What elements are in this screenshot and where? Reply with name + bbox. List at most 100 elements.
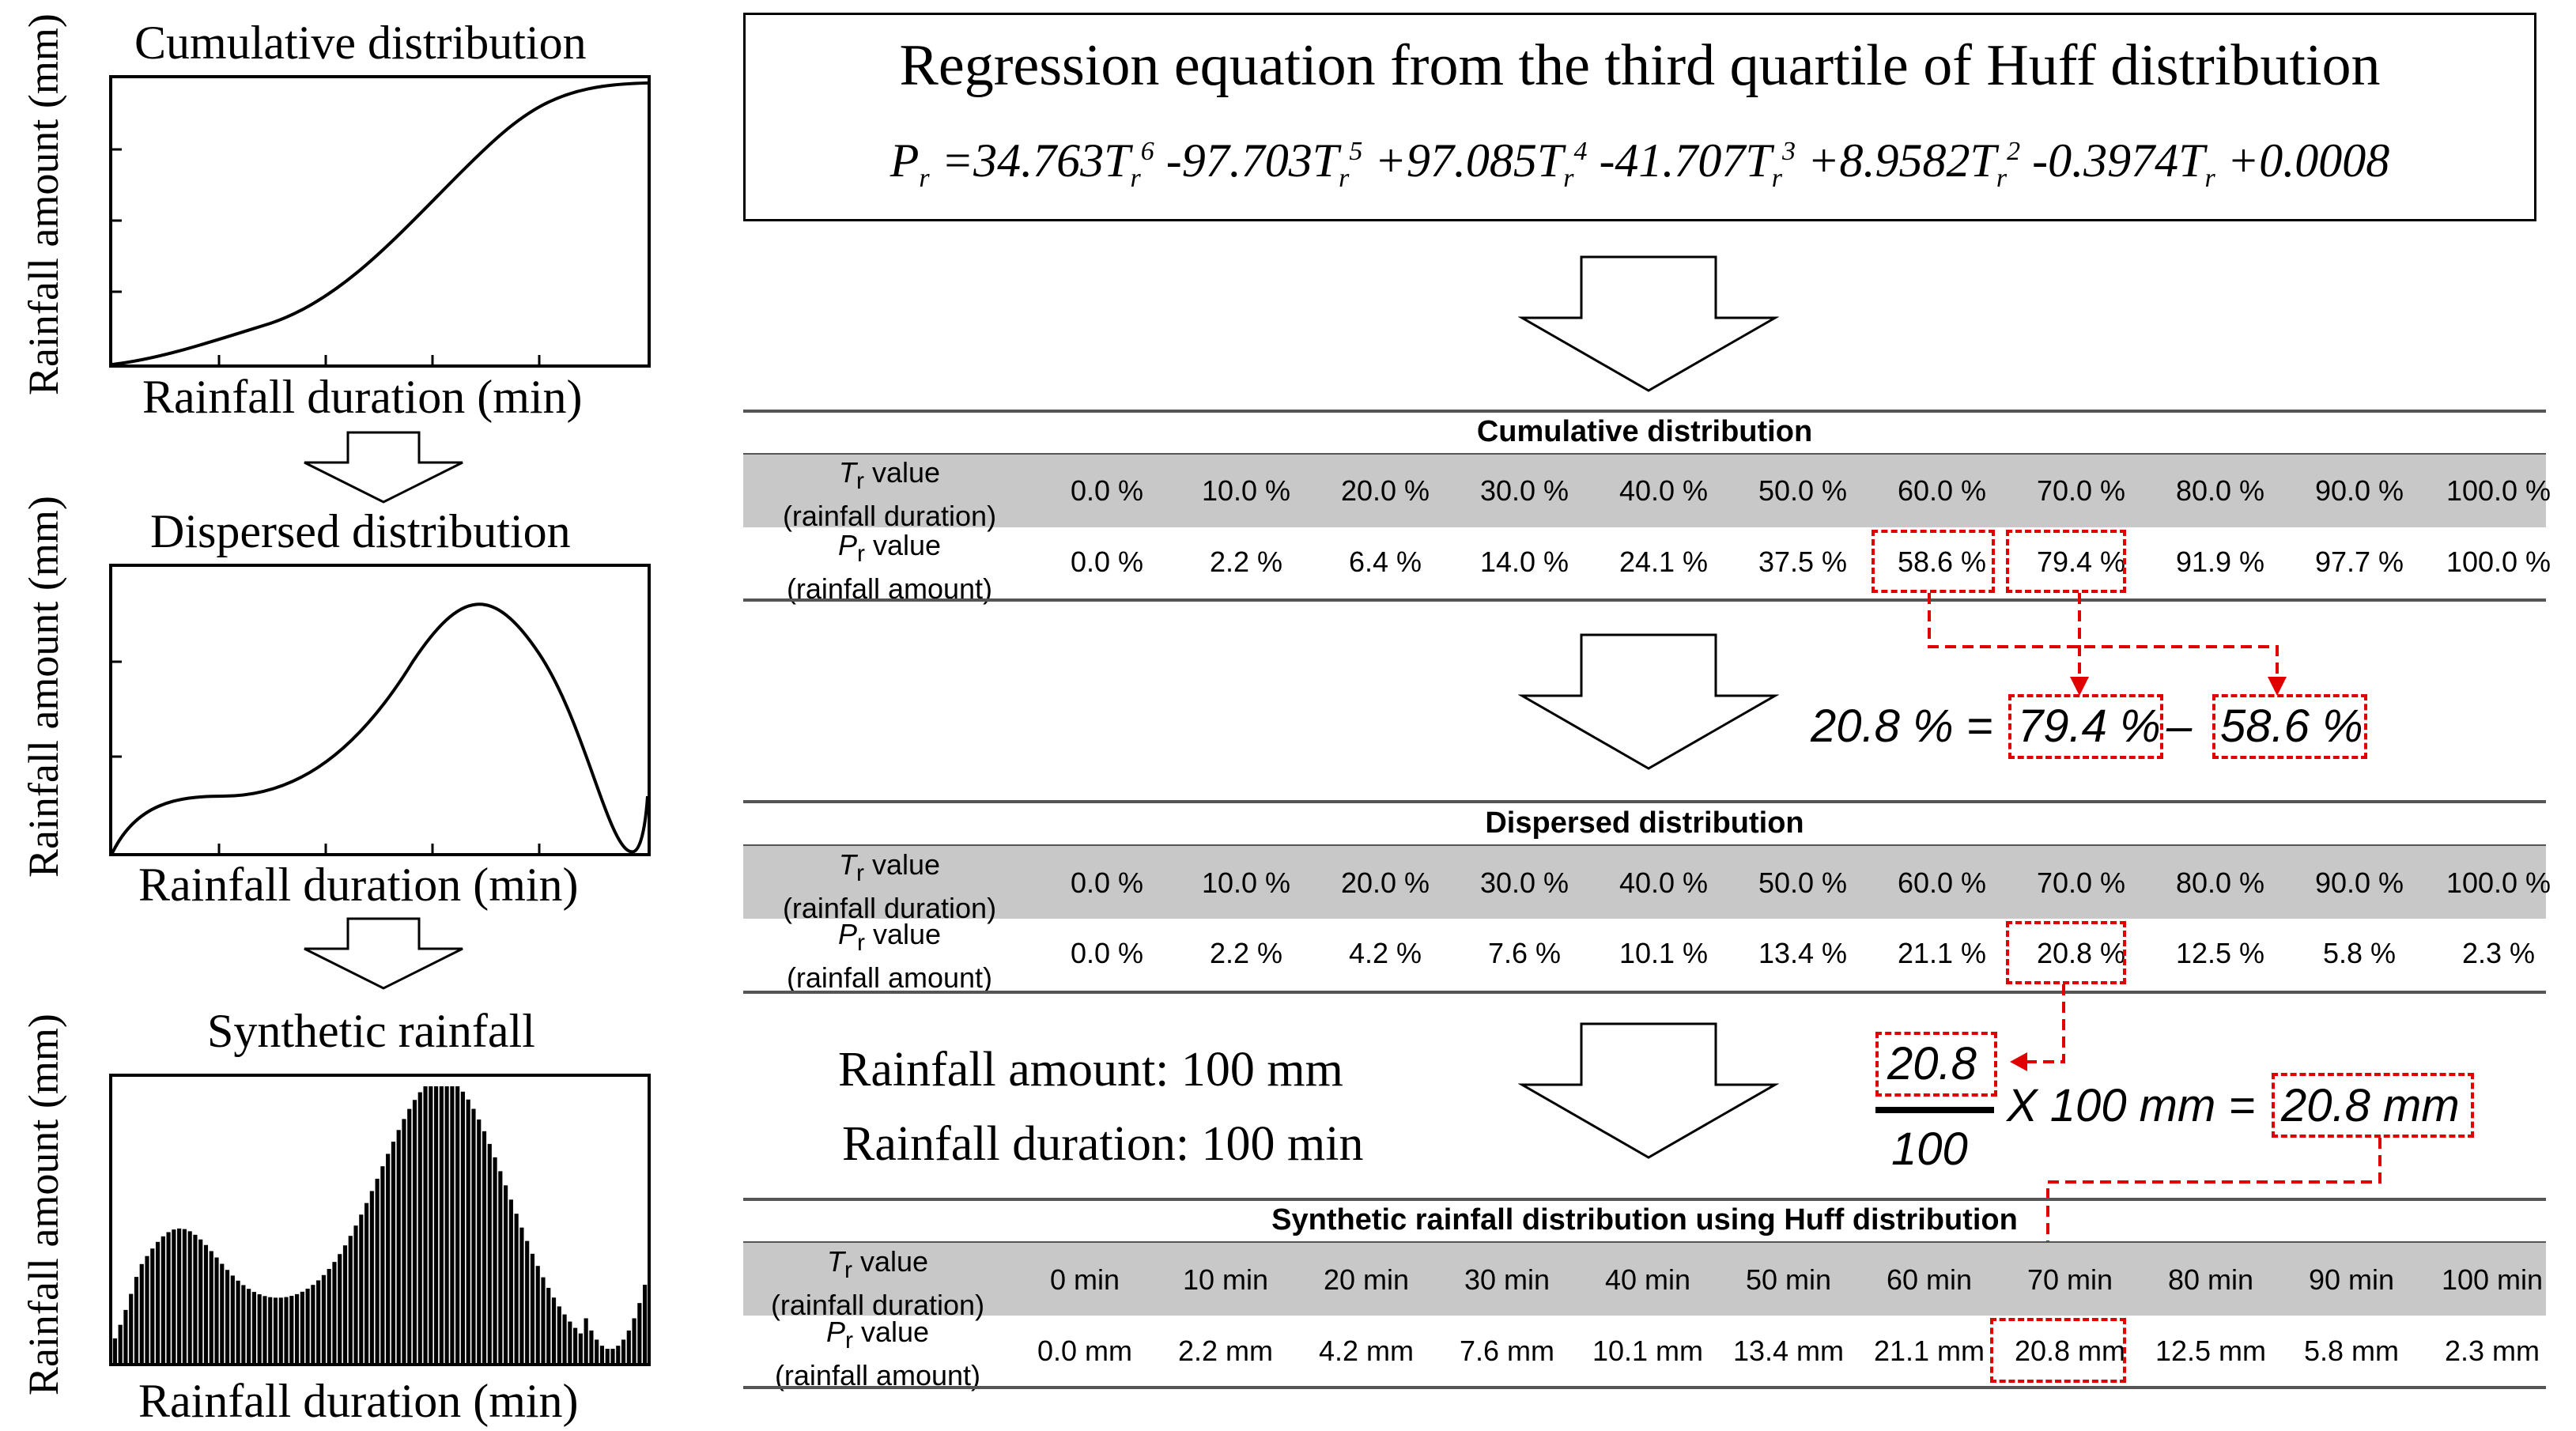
eq-term-6: -0.3974T [2032, 134, 2205, 187]
plot2-xlabel: Rainfall duration (min) [138, 859, 579, 911]
table-cell: 91.9 % [2175, 546, 2265, 578]
table-cell: 90.0 % [2314, 867, 2404, 899]
table-cell: 21.1 mm [1873, 1335, 1985, 1367]
rainfall-bar [396, 1130, 401, 1363]
table-cell: 50.0 % [1758, 867, 1848, 899]
table-cell: 12.5 mm [2155, 1335, 2267, 1367]
table-cell: 0.0 % [1070, 867, 1144, 899]
table3-highlight-70 [1990, 1318, 2126, 1383]
eq-term-3-sub: r [1563, 164, 1574, 193]
rainfall-bar [573, 1327, 578, 1363]
eq-term-3: +97.085T [1374, 134, 1564, 187]
plot1-ylabel: Rainfall amount (mm) [20, 13, 67, 395]
table-cell: 0.0 mm [1037, 1335, 1133, 1367]
rainfall-bar [139, 1263, 144, 1363]
rainfall-bar [407, 1108, 412, 1363]
calc2-denominator: 100 [1891, 1123, 1968, 1175]
calc1-a: 79.4 % [2018, 700, 2161, 752]
table-cell: 37.5 % [1758, 546, 1848, 578]
equation-box: Regression equation from the third quart… [743, 13, 2536, 221]
rainfall-bar [172, 1229, 176, 1363]
rainfall-bar [129, 1293, 134, 1363]
table-cell: 10.0 % [1201, 474, 1291, 507]
t3-r2-sub: r [844, 1327, 853, 1354]
table-cell: 14.0 % [1479, 546, 1569, 578]
t3-r2-b: value [852, 1316, 930, 1348]
rainfall-bar [220, 1263, 225, 1363]
table2-highlight-70 [2006, 921, 2126, 984]
table-cell: 30.0 % [1479, 867, 1569, 899]
rainfall-bar [311, 1285, 315, 1363]
rainfall-bar [209, 1251, 213, 1363]
note-rainfall-duration: Rainfall duration: 100 min [842, 1117, 1364, 1171]
table-cell: 20.0 % [1340, 867, 1430, 899]
fraction-bar [1875, 1107, 1994, 1113]
eq-term-4-sup: 3 [1782, 137, 1796, 166]
rainfall-bar [182, 1229, 187, 1363]
rainfall-bar [289, 1296, 294, 1363]
rainfall-bar [450, 1086, 455, 1363]
rainfall-bar [616, 1346, 621, 1363]
table-cell: 4.2 % [1348, 937, 1422, 969]
rainfall-bar [241, 1285, 246, 1363]
table3-header-band [743, 1243, 2546, 1316]
eq-term-1-sub: r [1130, 164, 1141, 193]
rainfall-bar [230, 1275, 235, 1363]
plot3-xlabel: Rainfall duration (min) [138, 1375, 579, 1427]
table-cell: 0.0 % [1070, 546, 1144, 578]
eq-lhs: P [890, 134, 920, 187]
table1-title: Cumulative distribution [1476, 415, 1813, 448]
table-cell: 30.0 % [1479, 474, 1569, 507]
table1-highlight-60 [1872, 530, 1995, 593]
table-cell: 90.0 % [2314, 474, 2404, 507]
rainfall-bar [332, 1262, 337, 1363]
t3-r1-sub: r [844, 1257, 852, 1284]
table-cell: 10.1 % [1618, 937, 1709, 969]
table-cell: 40.0 % [1618, 867, 1709, 899]
t3-r1-a: T [826, 1245, 844, 1278]
table-cell: 0.0 % [1070, 474, 1144, 507]
table-cell: 4.2 mm [1318, 1335, 1415, 1367]
t2-r1-c: (rainfall duration) [782, 892, 997, 925]
rainfall-bar [626, 1330, 631, 1363]
eq-term-1-sup: 6 [1140, 137, 1154, 166]
t1-r2-a: P [837, 529, 857, 561]
rainfall-bar [386, 1153, 391, 1363]
table-cell: 80 min [2167, 1263, 2254, 1296]
rainfall-bar [643, 1285, 648, 1363]
rainfall-bar [460, 1091, 466, 1363]
table3-top-rule [743, 1198, 2546, 1201]
plot3-title: Synthetic rainfall [207, 1005, 535, 1057]
rainfall-bar [493, 1157, 497, 1363]
rainfall-bar [294, 1293, 300, 1363]
rainfall-bar [439, 1086, 444, 1363]
table-cell: 10 min [1182, 1263, 1269, 1296]
rainfall-bar [605, 1349, 610, 1363]
rainfall-bar [637, 1303, 642, 1363]
table-cell: 40.0 % [1618, 474, 1709, 507]
eq-term-3-sup: 4 [1573, 137, 1588, 166]
rainfall-bar [327, 1269, 331, 1363]
table3-row2-label: Pr value (rainfall amount) [747, 1315, 1008, 1393]
table-cell: 20.8 mm [2014, 1335, 2126, 1367]
rainfall-bar [551, 1297, 557, 1363]
rainfall-bar [353, 1225, 358, 1363]
rainfall-bar [247, 1289, 251, 1363]
t1-r2-sub: r [856, 541, 865, 568]
calc2-mult: X 100 mm = [2007, 1080, 2256, 1131]
table-cell: 90 min [2308, 1263, 2395, 1296]
down-arrow-large-3 [1518, 1022, 1779, 1159]
calc2-numerator: 20.8 [1887, 1038, 1977, 1089]
table-cell: 2.2 % [1209, 937, 1283, 969]
rainfall-bar [166, 1232, 171, 1363]
plot2-title: Dispersed distribution [150, 505, 571, 557]
table-cell: 80.0 % [2175, 867, 2265, 899]
t3-r1-b: value [852, 1245, 929, 1278]
plot1-frame [109, 75, 651, 368]
calc2-result-box [2272, 1073, 2474, 1138]
rainfall-bar [118, 1324, 123, 1363]
table-cell: 30 min [1464, 1263, 1551, 1296]
t2-r2-sub: r [856, 930, 865, 957]
rainfall-bar [251, 1292, 256, 1363]
red-connector-1 [1928, 593, 2287, 696]
